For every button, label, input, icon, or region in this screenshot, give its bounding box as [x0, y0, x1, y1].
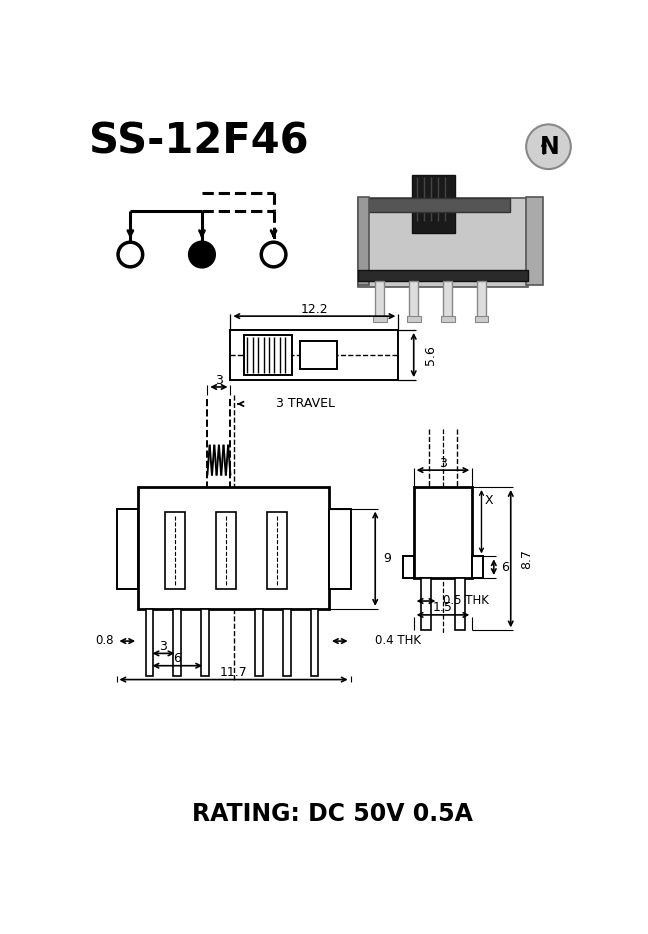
Bar [358, 197, 369, 285]
Text: 3 TRAVEL: 3 TRAVEL [276, 397, 335, 410]
Text: 12.2: 12.2 [301, 303, 328, 316]
Bar [526, 197, 543, 285]
Bar [255, 609, 263, 676]
Bar [138, 487, 329, 609]
Bar [231, 330, 399, 380]
Text: N: N [540, 135, 560, 160]
Bar [456, 578, 465, 630]
Text: 0.8: 0.8 [95, 634, 113, 647]
Text: RATING: DC 50V 0.5A: RATING: DC 50V 0.5A [192, 802, 472, 827]
Bar [421, 578, 431, 630]
Bar [266, 512, 286, 588]
Bar [358, 270, 527, 281]
Bar [367, 198, 510, 212]
Bar [201, 609, 209, 676]
Bar [300, 341, 337, 369]
Text: 3: 3 [439, 457, 447, 470]
Circle shape [526, 124, 571, 169]
Text: 5.6: 5.6 [424, 345, 437, 365]
Text: 11.7: 11.7 [220, 666, 248, 679]
Bar [244, 335, 292, 375]
Text: 3: 3 [159, 640, 167, 653]
Bar [407, 316, 421, 322]
Bar [375, 281, 384, 320]
Bar [474, 316, 489, 322]
Text: 0.5 THK: 0.5 THK [443, 594, 489, 607]
Bar [310, 609, 318, 676]
Text: 1.5: 1.5 [433, 601, 453, 615]
Text: 0.4 THK: 0.4 THK [375, 634, 421, 647]
Text: 3: 3 [215, 374, 223, 387]
Bar [117, 509, 138, 589]
Bar [146, 609, 154, 676]
Bar [165, 512, 185, 588]
Bar [403, 557, 413, 578]
Text: X: X [485, 494, 493, 507]
Bar [409, 281, 419, 320]
Bar [472, 557, 483, 578]
Bar [329, 509, 351, 589]
Text: 9: 9 [383, 552, 391, 565]
Bar [441, 316, 454, 322]
Bar [174, 609, 181, 676]
Bar [412, 176, 454, 233]
Text: 8.7: 8.7 [520, 548, 533, 569]
Bar [283, 609, 290, 676]
Text: 6: 6 [174, 652, 181, 665]
Bar [443, 281, 452, 320]
Bar [358, 198, 527, 287]
Bar [216, 512, 236, 588]
Bar [413, 487, 472, 578]
Bar [373, 316, 387, 322]
Text: SS-12F46: SS-12F46 [89, 120, 308, 163]
Bar [477, 281, 486, 320]
Circle shape [190, 242, 214, 267]
Text: 6: 6 [502, 560, 509, 573]
